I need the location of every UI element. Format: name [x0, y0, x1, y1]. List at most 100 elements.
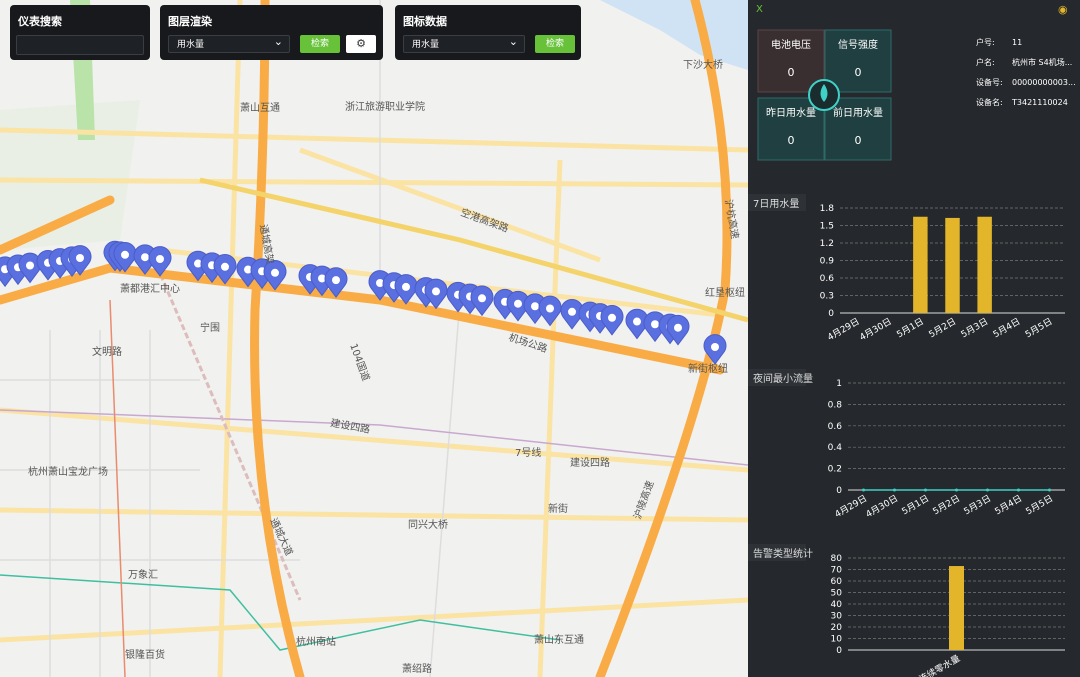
- y-tick-label: 0: [836, 646, 842, 656]
- y-tick-label: 0.6: [828, 422, 843, 432]
- card-value: 0: [788, 66, 795, 79]
- y-tick-label: 10: [831, 635, 843, 645]
- x-tick-label: 5月1日: [900, 493, 931, 517]
- info-key: 设备号:: [976, 77, 1003, 87]
- map-label: 萧山东互通: [534, 633, 584, 646]
- chart-title: 告警类型统计: [753, 547, 813, 560]
- x-tick-label: 5月3日: [959, 316, 990, 340]
- map-marker-dot: [546, 304, 554, 313]
- y-tick-label: 80: [831, 554, 843, 564]
- icon-panel: 图标数据 用水量 检索: [395, 5, 581, 60]
- map-marker-dot: [651, 320, 659, 329]
- map-marker-dot: [633, 317, 641, 326]
- map-marker-dot: [156, 255, 164, 263]
- y-tick-label: 1: [836, 379, 842, 389]
- info-key: 户名:: [976, 57, 995, 67]
- search-input[interactable]: [16, 35, 144, 55]
- x-tick-label: 4月29日: [833, 493, 869, 520]
- map-marker-dot: [514, 299, 522, 308]
- y-tick-label: 0.9: [820, 257, 835, 267]
- x-tick-label: 4月30日: [858, 316, 894, 343]
- x-tick-label: 5月4日: [993, 493, 1024, 517]
- card: [757, 29, 825, 93]
- info-value: 00000000003...: [1012, 78, 1076, 87]
- card-value: 0: [855, 66, 862, 79]
- y-tick-label: 60: [831, 577, 843, 587]
- map-marker-dot: [76, 254, 84, 262]
- x-tick-label: 5月3日: [962, 493, 993, 517]
- map-marker-dot: [531, 302, 539, 311]
- y-tick-label: 0: [836, 486, 842, 496]
- bar: [977, 216, 992, 313]
- x-tick-label: 5月5日: [1023, 316, 1054, 340]
- card-value: 0: [855, 134, 862, 147]
- map-label: 萧山互通: [240, 102, 280, 114]
- card: [824, 97, 892, 161]
- point: [924, 488, 927, 492]
- point: [955, 488, 958, 492]
- info-key: 户号:: [976, 37, 995, 47]
- panel-canvas: X ◉ 电池电压 0 信号强度 0 昨日用水量 0 前日用水量 0 户号: 11 户名: 杭州市 S4…: [748, 3, 1076, 677]
- map-marker-dot: [432, 287, 440, 296]
- map-label: 下沙大桥: [683, 58, 723, 71]
- map-label: 萧都港汇中心: [120, 282, 180, 295]
- x-tick-label: 4月30日: [864, 493, 900, 520]
- drop-icon: [820, 84, 828, 102]
- map-label: 浙江旅游职业学院: [345, 100, 425, 113]
- panel-title: 图标数据: [403, 15, 447, 28]
- map-marker-dot: [271, 268, 279, 277]
- chart-title: 7日用水量: [753, 198, 799, 210]
- x-tick-label: 4月29日: [826, 316, 862, 343]
- map-label: 萧绍路: [402, 662, 432, 675]
- card-label: 昨日用水量: [766, 107, 816, 119]
- info-key: 设备名:: [976, 97, 1003, 107]
- map-label: 建设四路: [570, 456, 610, 469]
- info-value: T3421110024: [1011, 98, 1068, 107]
- info-value: 11: [1012, 38, 1022, 47]
- info-value: 杭州市 S4机场...: [1012, 57, 1072, 67]
- card-value: 0: [788, 134, 795, 147]
- map-marker-dot: [26, 261, 34, 270]
- search-button[interactable]: 检索: [300, 35, 340, 53]
- y-tick-label: 0.2: [828, 465, 842, 475]
- panel-title: 图层渲染: [168, 15, 212, 28]
- y-tick-label: 1.2: [820, 239, 834, 249]
- settings-button[interactable]: ⚙: [346, 35, 376, 53]
- select[interactable]: 用水量: [403, 33, 525, 53]
- y-tick-label: 0.8: [828, 400, 843, 410]
- map-label: 同兴大桥: [408, 518, 448, 531]
- map-label: 银隆百货: [125, 648, 165, 661]
- card-label: 前日用水量: [833, 106, 883, 119]
- map-marker-dot: [221, 262, 229, 271]
- map-marker-dot: [121, 250, 129, 259]
- bar: [913, 216, 928, 313]
- y-tick-label: 70: [831, 566, 843, 576]
- map-marker-dot: [674, 323, 682, 332]
- x-tick-label: 5月1日: [895, 316, 926, 340]
- chart-title: 夜间最小流量: [753, 372, 813, 385]
- select[interactable]: 用水量: [168, 33, 290, 53]
- y-tick-label: 1.5: [820, 222, 834, 232]
- x-tick-label: 5月4日: [991, 316, 1022, 340]
- point: [1048, 488, 1051, 492]
- y-tick-label: 20: [831, 623, 843, 633]
- layer-panel: 图层渲染 用水量 检索 ⚙: [160, 5, 383, 60]
- y-tick-label: 1.8: [820, 204, 835, 214]
- y-tick-label: 0.3: [820, 292, 834, 302]
- close-button[interactable]: X: [756, 4, 763, 15]
- eye-icon[interactable]: ◉: [1058, 3, 1068, 16]
- map-marker-dot: [194, 259, 202, 268]
- map-marker-dot: [478, 294, 486, 303]
- point: [1017, 488, 1020, 492]
- x-tick-label: 连续零水量: [917, 652, 962, 677]
- y-tick-label: 40: [831, 600, 843, 610]
- map-marker-dot: [568, 307, 576, 316]
- map-marker-dot: [332, 276, 340, 285]
- search-button[interactable]: 检索: [535, 35, 575, 53]
- map-label: 红垦枢纽: [705, 286, 745, 299]
- bar: [945, 217, 960, 313]
- map-label: 文明路: [92, 345, 122, 358]
- search-panel: 仪表搜索: [10, 5, 150, 60]
- map-label: 杭州南站: [296, 635, 336, 648]
